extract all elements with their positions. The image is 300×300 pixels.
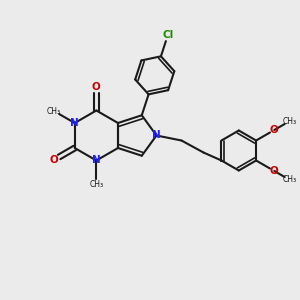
Text: Cl: Cl: [162, 30, 173, 40]
Text: CH₃: CH₃: [283, 176, 297, 184]
Text: N: N: [92, 155, 101, 165]
Text: O: O: [270, 166, 279, 176]
Text: O: O: [270, 125, 279, 135]
Text: O: O: [92, 82, 101, 92]
Text: CH₃: CH₃: [89, 180, 103, 189]
Text: N: N: [152, 130, 161, 140]
Text: CH₃: CH₃: [47, 106, 61, 116]
Text: N: N: [70, 118, 79, 128]
Text: O: O: [50, 155, 58, 165]
Text: CH₃: CH₃: [283, 116, 297, 125]
